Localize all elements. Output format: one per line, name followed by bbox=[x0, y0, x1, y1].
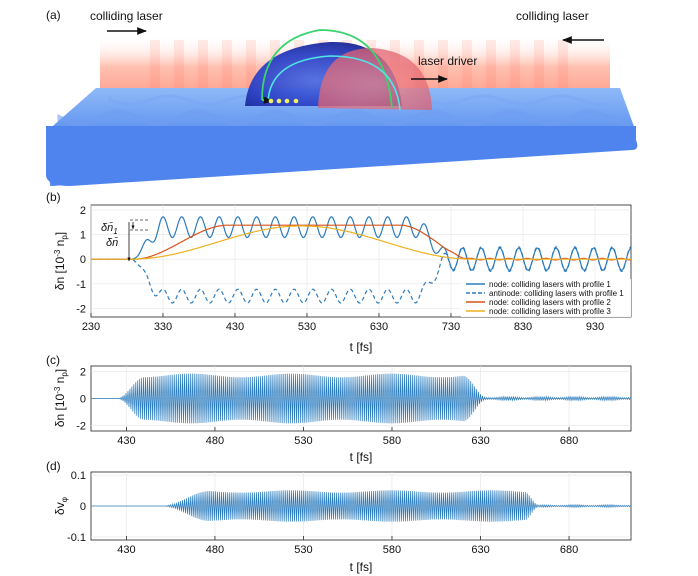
legend-entry: node: colliding lasers with profile 1 bbox=[489, 280, 611, 289]
panel-d-xtick-label: 480 bbox=[206, 544, 224, 556]
plasma-slab-face bbox=[46, 126, 638, 186]
panel-b-ylabel: δn [10-3 np] bbox=[53, 232, 69, 290]
panel-c-xtick-label: 480 bbox=[206, 435, 224, 447]
panel-b-series-line bbox=[91, 225, 631, 260]
red-bubble bbox=[318, 48, 432, 110]
panel-b-ticks: 230 330 430 530 630 730 830 930 -2 -1 0 1 2 bbox=[76, 205, 604, 333]
panel-d-xtick-label: 530 bbox=[294, 544, 312, 556]
panel-c-series-line bbox=[91, 373, 631, 424]
glow-band bbox=[222, 40, 232, 120]
panel-b-series-line bbox=[91, 246, 631, 304]
green-trajectory bbox=[261, 29, 393, 109]
panel-c-ylabel: δn [10-3 np] bbox=[53, 369, 69, 427]
panel-d-xlabel: t [fs] bbox=[350, 560, 373, 574]
panel-d-xtick-label: 430 bbox=[117, 544, 135, 556]
panel-b-xtick-label: 430 bbox=[226, 321, 244, 333]
glow-band bbox=[150, 40, 160, 120]
laser-driver-label: laser driver bbox=[418, 54, 477, 68]
panel-c-ytick-label: 0 bbox=[80, 394, 86, 406]
panel-b-label: (b) bbox=[46, 190, 61, 204]
panel-c-xtick-label: 630 bbox=[471, 435, 489, 447]
panel-b-xtick-label: 930 bbox=[586, 321, 604, 333]
panel-d-xtick-label: 580 bbox=[383, 544, 401, 556]
glow-band bbox=[510, 40, 520, 120]
electron-beam bbox=[268, 98, 299, 104]
ripple-wave bbox=[57, 109, 631, 127]
glow-band bbox=[534, 40, 544, 120]
panel-d-ytick-label: 0 bbox=[80, 501, 86, 513]
panel-b-xtick-label: 330 bbox=[154, 321, 172, 333]
panel-b-ytick-label: 2 bbox=[80, 205, 86, 217]
legend-entry: node: colliding lasers with profile 2 bbox=[489, 298, 611, 307]
panel-d-xtick-label: 680 bbox=[560, 544, 578, 556]
panel-b-chart: (b) 230 330 430 530 630 730 830 930 -2 -1 0 1 2 δn̄1… bbox=[46, 190, 632, 354]
panel-c-ytick-label: 2 bbox=[80, 366, 86, 378]
panel-b-ytick-label: -2 bbox=[76, 303, 86, 315]
delta-n-label: δn̄ bbox=[106, 236, 118, 249]
panel-c-chart: (c) 430 480 530 580 630 680 -2 0 2 t [fs] δn [10… bbox=[46, 353, 632, 464]
panel-b-grid bbox=[90, 205, 631, 317]
panel-c-xtick-label: 680 bbox=[560, 435, 578, 447]
panel-d-series bbox=[91, 490, 631, 522]
panel-d-ytick-label: 0.1 bbox=[71, 470, 86, 482]
panel-b-xtick-label: 830 bbox=[514, 321, 532, 333]
panel-b-xtick-label: 530 bbox=[298, 321, 316, 333]
legend-entry: antinode: colliding lasers with profile … bbox=[489, 289, 624, 298]
panel-b-series bbox=[91, 216, 631, 304]
panel-d-label: (d) bbox=[46, 459, 61, 473]
panel-a-illustration: (a) colliding laser colliding laser lase… bbox=[46, 8, 638, 186]
panel-c-label: (c) bbox=[46, 353, 60, 367]
panel-b-ytick-label: -1 bbox=[76, 279, 86, 291]
glow-band bbox=[558, 40, 568, 120]
panel-d-ticks: 430 480 530 580 630 680 -0.1 0 0.1 bbox=[67, 470, 578, 556]
panel-c-series bbox=[91, 373, 631, 424]
delta-n1-label: δn̄1 bbox=[101, 221, 118, 236]
cyan-trajectory bbox=[267, 55, 401, 111]
panel-c-xlabel: t [fs] bbox=[350, 450, 373, 464]
panel-d-xtick-label: 630 bbox=[471, 544, 489, 556]
panel-c-xtick-label: 530 bbox=[294, 435, 312, 447]
panel-b-annotations: δn̄1 δn̄ bbox=[101, 219, 150, 262]
panel-b-xlabel: t [fs] bbox=[350, 340, 373, 354]
glow-band bbox=[246, 40, 256, 120]
panel-d-chart: (d) 430 480 530 580 630 680 -0.1 0 0.1 t [fs] δv… bbox=[46, 459, 632, 574]
glow-band bbox=[486, 40, 496, 120]
panel-c-ytick-label: -2 bbox=[76, 421, 86, 433]
glow-band bbox=[462, 40, 472, 120]
panel-c-ticks: 430 480 530 580 630 680 -2 0 2 bbox=[76, 366, 578, 447]
legend-entry: node: colliding lasers with profile 3 bbox=[489, 307, 611, 316]
glow-band bbox=[198, 40, 208, 120]
panel-a-label: (a) bbox=[46, 8, 61, 22]
panel-c-xtick-label: 580 bbox=[383, 435, 401, 447]
panel-b-xtick-label: 630 bbox=[370, 321, 388, 333]
panel-b-ytick-label: 0 bbox=[80, 254, 86, 266]
colliding-laser-left-label: colliding laser bbox=[90, 9, 163, 23]
panel-d-series-line bbox=[91, 490, 631, 522]
panel-b-xtick-label: 730 bbox=[442, 321, 460, 333]
panel-d-ylabel: δvφ bbox=[53, 497, 69, 515]
glow-band bbox=[174, 40, 184, 120]
panel-b-xtick-label: 230 bbox=[82, 321, 100, 333]
panel-c-xtick-label: 430 bbox=[117, 435, 135, 447]
panel-b-legend: node: colliding lasers with profile 1ant… bbox=[461, 279, 631, 317]
panel-b-ytick-label: 1 bbox=[80, 230, 86, 242]
colliding-laser-right-label: colliding laser bbox=[516, 9, 589, 23]
panel-d-ytick-label: -0.1 bbox=[67, 532, 86, 544]
